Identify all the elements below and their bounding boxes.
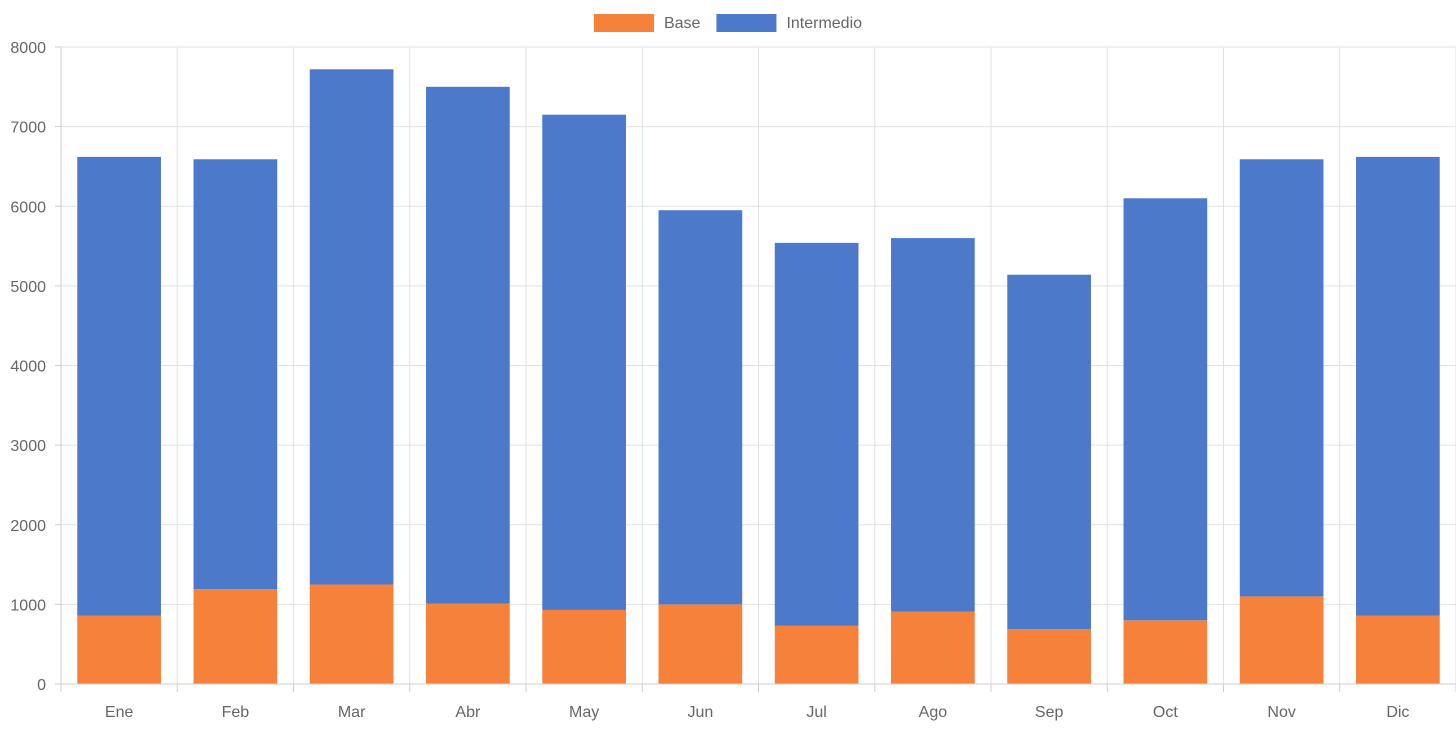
legend-label: Base (664, 15, 701, 32)
bar-base-jun[interactable] (658, 604, 743, 684)
x-tick-label: Ene (105, 704, 134, 721)
x-tick-label: May (569, 704, 599, 721)
bar-base-ene[interactable] (77, 615, 161, 684)
x-tick-label: Jun (687, 704, 713, 721)
legend: Base Intermedio (593, 14, 862, 32)
x-tick-label: Abr (455, 704, 481, 721)
bars-group (77, 69, 1440, 684)
legend-swatch (593, 14, 654, 32)
bar-base-may[interactable] (542, 609, 626, 684)
axes-group: 0 1000 2000 3000 4000 5000 6000 7000 8000 Ene Feb M… (10, 40, 1456, 721)
bar-base-jul[interactable] (774, 625, 859, 684)
legend-item-intermedio[interactable]: Intermedio (716, 14, 862, 32)
bar-intermedio-nov[interactable] (1239, 159, 1324, 597)
x-tick-label: Mar (338, 704, 366, 721)
x-tick-label: Feb (222, 704, 250, 721)
legend-item-base[interactable]: Base (593, 14, 701, 32)
bar-intermedio-abr[interactable] (426, 86, 510, 604)
bar-intermedio-mar[interactable] (309, 69, 394, 585)
bar-base-feb[interactable] (193, 589, 278, 684)
y-tick-label: 5000 (10, 279, 46, 296)
y-tick-label: 4000 (10, 359, 46, 376)
bar-base-mar[interactable] (309, 584, 394, 684)
y-tick-label: 3000 (10, 438, 46, 455)
x-tick-label: Dic (1386, 704, 1409, 721)
x-tick-label: Jul (806, 704, 826, 721)
bar-base-nov[interactable] (1239, 596, 1324, 684)
bar-intermedio-oct[interactable] (1123, 198, 1208, 621)
bar-intermedio-may[interactable] (542, 114, 626, 610)
y-tick-label: 6000 (10, 199, 46, 216)
bar-intermedio-ene[interactable] (77, 156, 161, 616)
bar-base-dic[interactable] (1356, 615, 1440, 684)
bar-base-sep[interactable] (1007, 629, 1091, 684)
bar-intermedio-jun[interactable] (658, 210, 743, 605)
y-tick-label: 0 (37, 677, 46, 694)
y-tick-label: 7000 (10, 120, 46, 137)
legend-swatch (716, 14, 777, 32)
bar-base-ago[interactable] (891, 611, 975, 684)
legend-label: Intermedio (786, 15, 862, 32)
bar-intermedio-dic[interactable] (1356, 156, 1440, 616)
y-tick-label: 8000 (10, 40, 46, 57)
bar-intermedio-sep[interactable] (1007, 274, 1091, 630)
bar-intermedio-feb[interactable] (193, 159, 278, 590)
x-tick-label: Sep (1035, 704, 1064, 721)
bar-base-oct[interactable] (1123, 620, 1208, 684)
x-tick-label: Ago (919, 704, 948, 721)
bar-base-abr[interactable] (426, 603, 510, 684)
y-tick-label: 1000 (10, 597, 46, 614)
x-tick-label: Oct (1153, 704, 1178, 721)
bar-intermedio-ago[interactable] (891, 238, 975, 612)
y-tick-label: 2000 (10, 518, 46, 535)
x-tick-label: Nov (1267, 704, 1295, 721)
bar-intermedio-jul[interactable] (774, 242, 859, 626)
grid-lines (60, 46, 1456, 685)
